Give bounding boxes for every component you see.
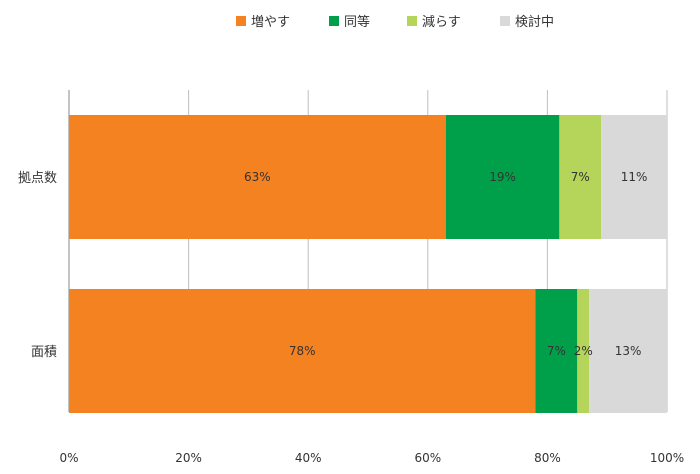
bar-segment bbox=[559, 115, 602, 239]
data-label: 7% bbox=[547, 344, 566, 358]
legend: 増やす 同等 減らす 検討中 bbox=[236, 14, 554, 30]
bar-segment bbox=[445, 115, 560, 239]
legend-swatch bbox=[500, 16, 510, 26]
x-tick-label: 0% bbox=[59, 451, 78, 465]
x-tick-label: 80% bbox=[534, 451, 561, 465]
category-label: 面積 bbox=[31, 345, 57, 360]
legend-swatch bbox=[329, 16, 339, 26]
data-label: 2% bbox=[574, 344, 593, 358]
x-tick-label: 40% bbox=[295, 451, 322, 465]
bars: 63% 19% 7% 11% 78% 7% 2% 13% bbox=[69, 115, 667, 413]
category-label: 拠点数 bbox=[18, 171, 57, 186]
bar-segment bbox=[601, 115, 667, 239]
bar-segment bbox=[577, 289, 590, 413]
legend-item: 減らす bbox=[407, 14, 461, 30]
legend-label: 検討中 bbox=[515, 14, 554, 30]
legend-item: 同等 bbox=[329, 14, 370, 30]
x-tick-label: 20% bbox=[175, 451, 202, 465]
legend-item: 増やす bbox=[236, 15, 290, 30]
data-label: 78% bbox=[289, 344, 316, 358]
legend-swatch bbox=[407, 16, 417, 26]
data-label: 19% bbox=[489, 170, 516, 184]
x-tick-label: 60% bbox=[414, 451, 441, 465]
bar-segment bbox=[69, 115, 446, 239]
legend-label: 増やす bbox=[251, 15, 290, 30]
data-label: 13% bbox=[615, 344, 642, 358]
bar-segment bbox=[69, 289, 536, 413]
data-label: 11% bbox=[621, 170, 648, 184]
bar-segment bbox=[589, 289, 667, 413]
legend-label: 同等 bbox=[344, 14, 370, 30]
x-tick-label: 100% bbox=[650, 451, 684, 465]
legend-item: 検討中 bbox=[500, 14, 554, 30]
bar-segment bbox=[535, 289, 578, 413]
data-label: 63% bbox=[244, 170, 271, 184]
legend-swatch bbox=[236, 16, 246, 26]
data-label: 7% bbox=[571, 170, 590, 184]
legend-label: 減らす bbox=[422, 14, 461, 30]
